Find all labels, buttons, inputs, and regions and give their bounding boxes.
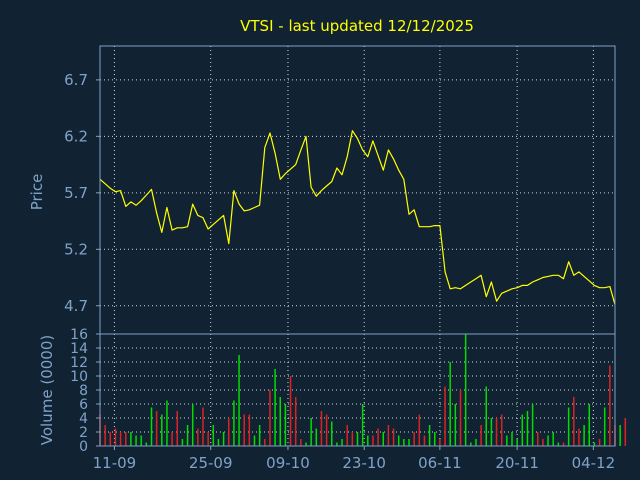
volume-tick-label: 12	[70, 355, 88, 371]
price-line	[99, 130, 616, 305]
x-axis-ticks: 11-09 25-09 09-10 23-10 06-11 20-11 04-12	[93, 446, 616, 472]
volume-grid	[100, 334, 615, 446]
volume-panel-frame	[99, 333, 616, 447]
volume-tick-label: 10	[70, 369, 88, 385]
price-tick-label: 6.2	[64, 127, 88, 145]
volume-tick-label: 14	[70, 341, 88, 357]
x-tick-label: 20-11	[495, 454, 539, 472]
x-tick-label: 04-12	[572, 454, 616, 472]
price-axis-label: Price	[28, 174, 46, 211]
volume-tick-label: 8	[79, 383, 88, 399]
price-tick-label: 4.7	[64, 297, 88, 315]
volume-tick-label: 2	[79, 425, 88, 441]
volume-bars	[99, 334, 627, 446]
volume-axis-label: Volume (0000)	[38, 335, 56, 445]
price-tick-label: 6.7	[64, 71, 88, 89]
x-tick-label: 25-09	[189, 454, 233, 472]
volume-tick-label: 16	[70, 327, 88, 343]
x-tick-label: 23-10	[342, 454, 386, 472]
chart-title: VTSI - last updated 12/12/2025	[240, 17, 474, 35]
price-tick-label: 5.7	[64, 184, 88, 202]
price-tick-label: 5.2	[64, 240, 88, 258]
x-tick-label: 06-11	[418, 454, 462, 472]
price-y-ticks: 6.7 6.2 5.7 5.2 4.7	[64, 71, 100, 315]
volume-tick-label: 4	[79, 411, 88, 427]
x-tick-label: 11-09	[93, 454, 137, 472]
price-panel-frame	[99, 45, 616, 335]
volume-tick-label: 0	[79, 439, 88, 455]
x-tick-label: 09-10	[266, 454, 310, 472]
volume-tick-label: 6	[79, 397, 88, 413]
price-series	[99, 130, 616, 305]
price-grid	[100, 46, 615, 334]
